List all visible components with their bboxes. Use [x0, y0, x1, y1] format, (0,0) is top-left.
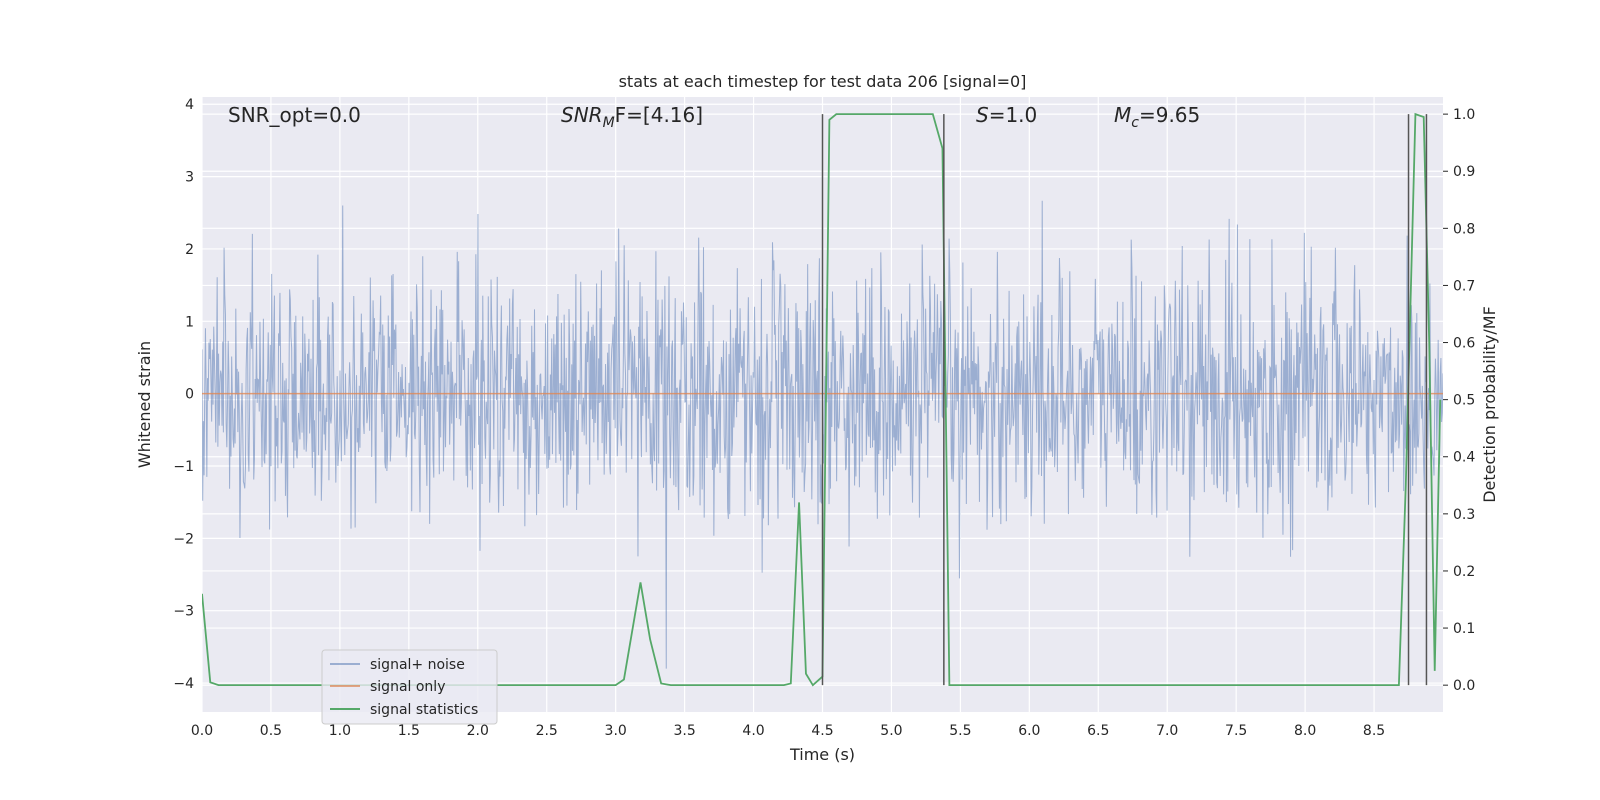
- x-tick-label: 5.5: [949, 723, 971, 739]
- y-tick-label: 0: [185, 387, 194, 403]
- y2-tick-label: 0.7: [1453, 278, 1475, 294]
- y2-tick-label: 0.3: [1453, 507, 1475, 523]
- x-tick-label: 4.5: [811, 723, 833, 739]
- ticks-layer: 0.0 0.5 1.0 1.5 2.0 2.5 3.0 3.5 4.0 4.5 5.0 5.5 6.0 6…: [173, 97, 1475, 739]
- annotation-s-rest: =1.0: [989, 103, 1038, 127]
- annotation-mc-main: M: [1114, 103, 1131, 127]
- chart-title: stats at each timestep for test data 206…: [619, 72, 1027, 91]
- x-tick-label: 3.0: [605, 723, 627, 739]
- y2-tick-label: 0.9: [1453, 164, 1475, 180]
- x-tick-label: 7.5: [1225, 723, 1247, 739]
- y-tick-label: −1: [173, 459, 194, 475]
- y-tick-label: −4: [173, 676, 194, 692]
- annotation-mc-rest: =9.65: [1139, 103, 1200, 127]
- x-tick-label: 2.0: [467, 723, 489, 739]
- x-tick-label: 0.5: [260, 723, 282, 739]
- y2-tick-label: 0.6: [1453, 336, 1475, 352]
- x-tick-label: 1.5: [398, 723, 420, 739]
- annotation-mc: Mc=9.65: [1114, 103, 1200, 131]
- x-tick-label: 2.5: [536, 723, 558, 739]
- y2-tick-label: 0.5: [1453, 393, 1475, 409]
- x-tick-label: 8.0: [1294, 723, 1316, 739]
- annotation-snr-mf-main: SNR: [561, 103, 603, 127]
- y2-tick-label: 1.0: [1453, 107, 1475, 123]
- annotation-snr-mf-sub: M: [603, 115, 615, 131]
- x-tick-label: 0.0: [191, 723, 213, 739]
- legend-box: [321, 649, 498, 725]
- y2-tick-label: 0.1: [1453, 621, 1475, 637]
- x-axis-label: Time (s): [789, 745, 855, 764]
- y-tick-label: 4: [185, 97, 194, 113]
- y-tick-label: 2: [185, 242, 194, 258]
- legend-label-signal-only: signal only: [370, 679, 445, 695]
- x-tick-label: 3.5: [673, 723, 695, 739]
- series-signal-statistics: [202, 112, 1442, 687]
- series-layer: [202, 112, 1443, 687]
- x-tick-label: 7.0: [1156, 723, 1178, 739]
- y2-tick-label: 0.4: [1453, 450, 1475, 466]
- y-tick-label: 1: [185, 314, 194, 330]
- annotation-s: S=1.0: [976, 103, 1037, 127]
- y2-tick-label: 0.0: [1453, 678, 1475, 694]
- annotation-snr-mf: SNRMF=[4.16]: [561, 103, 703, 131]
- legend-label-signal-statistics: signal statistics: [370, 702, 478, 718]
- y2-axis-label: Detection probability/MF: [1480, 306, 1499, 503]
- legend-label-signal-noise: signal+ noise: [370, 657, 465, 673]
- y-axis-label: Whitened strain: [135, 341, 154, 468]
- annotation-mc-sub: c: [1131, 115, 1139, 131]
- y-tick-label: −3: [173, 604, 194, 620]
- x-tick-label: 6.0: [1018, 723, 1040, 739]
- x-tick-label: 4.0: [742, 723, 764, 739]
- x-tick-label: 6.5: [1087, 723, 1109, 739]
- annotation-s-main: S: [976, 103, 989, 127]
- y-tick-label: 3: [185, 170, 194, 186]
- x-tick-label: 1.0: [329, 723, 351, 739]
- annotation-snr-opt: SNR_opt=0.0: [228, 103, 361, 127]
- y2-tick-label: 0.2: [1453, 564, 1475, 580]
- y-tick-label: −2: [173, 531, 194, 547]
- legend: signal+ noise signal only signal statist…: [321, 649, 498, 725]
- y2-tick-label: 0.8: [1453, 221, 1475, 237]
- x-tick-label: 8.5: [1363, 723, 1385, 739]
- annotation-snr-mf-rest: F=[4.16]: [615, 103, 703, 127]
- x-tick-label: 5.0: [880, 723, 902, 739]
